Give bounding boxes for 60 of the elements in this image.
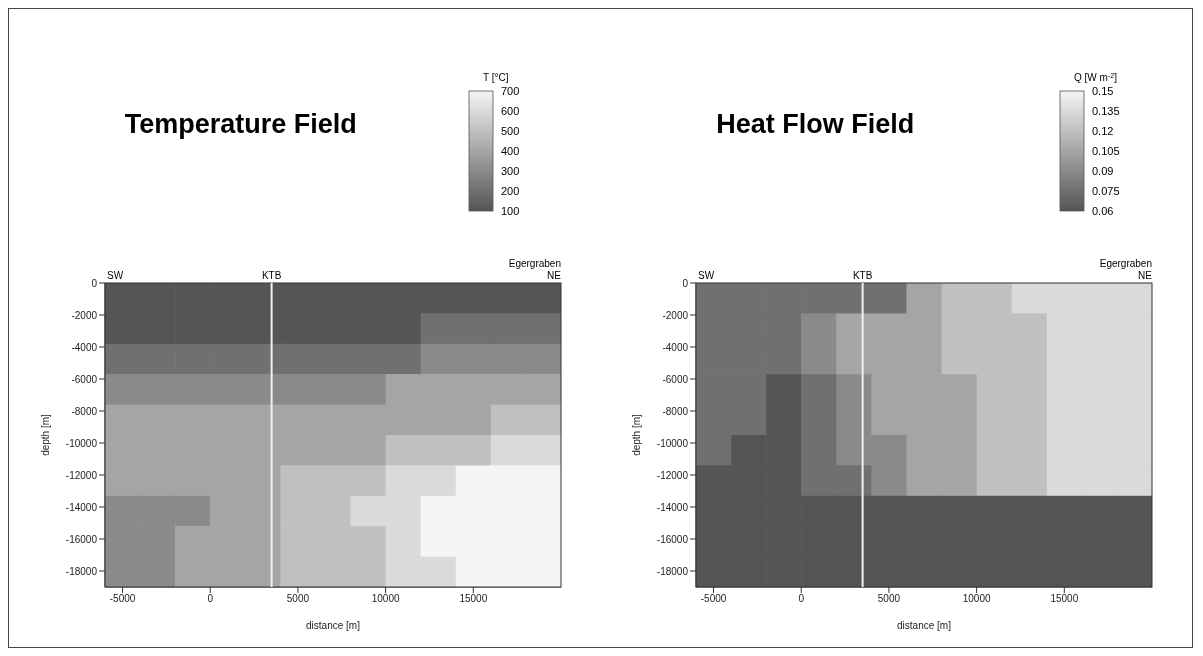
color-bar-label: 0.135 xyxy=(1092,105,1120,117)
color-bar-label: 300 xyxy=(500,165,520,177)
x-axis-title: distance [m] xyxy=(305,620,360,631)
color-bar-label: 100 xyxy=(500,205,520,217)
x-tick-label: -5000 xyxy=(109,593,136,605)
color-bar-label: 200 xyxy=(500,185,520,197)
color-bar-label: 0.15 xyxy=(1092,85,1114,97)
x-tick-label: 0 xyxy=(207,593,214,605)
x-tick-label: -5000 xyxy=(701,593,728,605)
y-tick-label: -16000 xyxy=(65,533,98,545)
text: SW xyxy=(698,270,715,281)
y-tick-label: -2000 xyxy=(662,309,689,321)
color-bar-label: 0.06 xyxy=(1092,205,1114,217)
y-tick-label: -8000 xyxy=(71,405,98,417)
ref-line-label: KTB xyxy=(261,270,282,281)
color-bar-label: 0.09 xyxy=(1092,165,1114,177)
text: NE xyxy=(1138,270,1153,281)
y-tick-label: -6000 xyxy=(662,373,689,385)
x-tick-label: 10000 xyxy=(962,593,992,605)
y-tick-label: -8000 xyxy=(662,405,689,417)
x-tick-label: 10000 xyxy=(371,593,400,605)
color-bar-label: 0.075 xyxy=(1092,185,1120,197)
text: Egergraben xyxy=(1099,258,1153,269)
text: SW xyxy=(106,270,124,281)
chart-title: Heat Flow Field xyxy=(716,109,915,140)
y-tick-label: -4000 xyxy=(662,341,689,353)
y-tick-label: -12000 xyxy=(657,469,689,481)
y-tick-label: -10000 xyxy=(657,437,689,449)
y-axis-title: depth [m] xyxy=(39,413,51,456)
y-tick-label: -4000 xyxy=(71,341,98,353)
color-bar-label: 0.105 xyxy=(1092,145,1120,157)
x-tick-label: 0 xyxy=(798,593,805,605)
x-tick-label: 15000 xyxy=(459,593,488,605)
ref-line-label: KTB xyxy=(853,270,873,281)
color-bar-label: 0.12 xyxy=(1092,125,1114,137)
y-tick-label: -14000 xyxy=(657,501,689,513)
x-tick-label: 15000 xyxy=(1050,593,1079,605)
y-tick-label: -10000 xyxy=(65,437,98,449)
x-tick-label: 5000 xyxy=(878,593,901,605)
y-tick-label: -14000 xyxy=(65,501,98,513)
color-bar-title: Q [W m$^{-2}$] xyxy=(1074,71,1118,83)
color-bar-label: 500 xyxy=(500,125,520,137)
text: NE xyxy=(546,270,562,281)
text: Egergraben xyxy=(508,258,561,269)
color-bar-label: 400 xyxy=(500,145,520,157)
y-tick-label: -12000 xyxy=(65,469,98,481)
y-axis-title: depth [m] xyxy=(630,413,642,456)
x-tick-label: 5000 xyxy=(286,593,310,605)
color-bar-title: T [°C] xyxy=(482,72,509,83)
y-tick-label: -6000 xyxy=(71,373,98,385)
color-bar-label: 700 xyxy=(500,85,520,97)
y-tick-label: 0 xyxy=(91,277,98,289)
y-tick-label: -18000 xyxy=(65,565,98,577)
y-tick-label: -18000 xyxy=(657,565,689,577)
y-tick-label: 0 xyxy=(682,277,689,289)
color-bar-label: 600 xyxy=(500,105,520,117)
chart-title: Temperature Field xyxy=(124,109,357,140)
y-tick-label: -2000 xyxy=(71,309,98,321)
y-tick-label: -16000 xyxy=(657,533,689,545)
x-axis-title: distance [m] xyxy=(897,620,952,631)
